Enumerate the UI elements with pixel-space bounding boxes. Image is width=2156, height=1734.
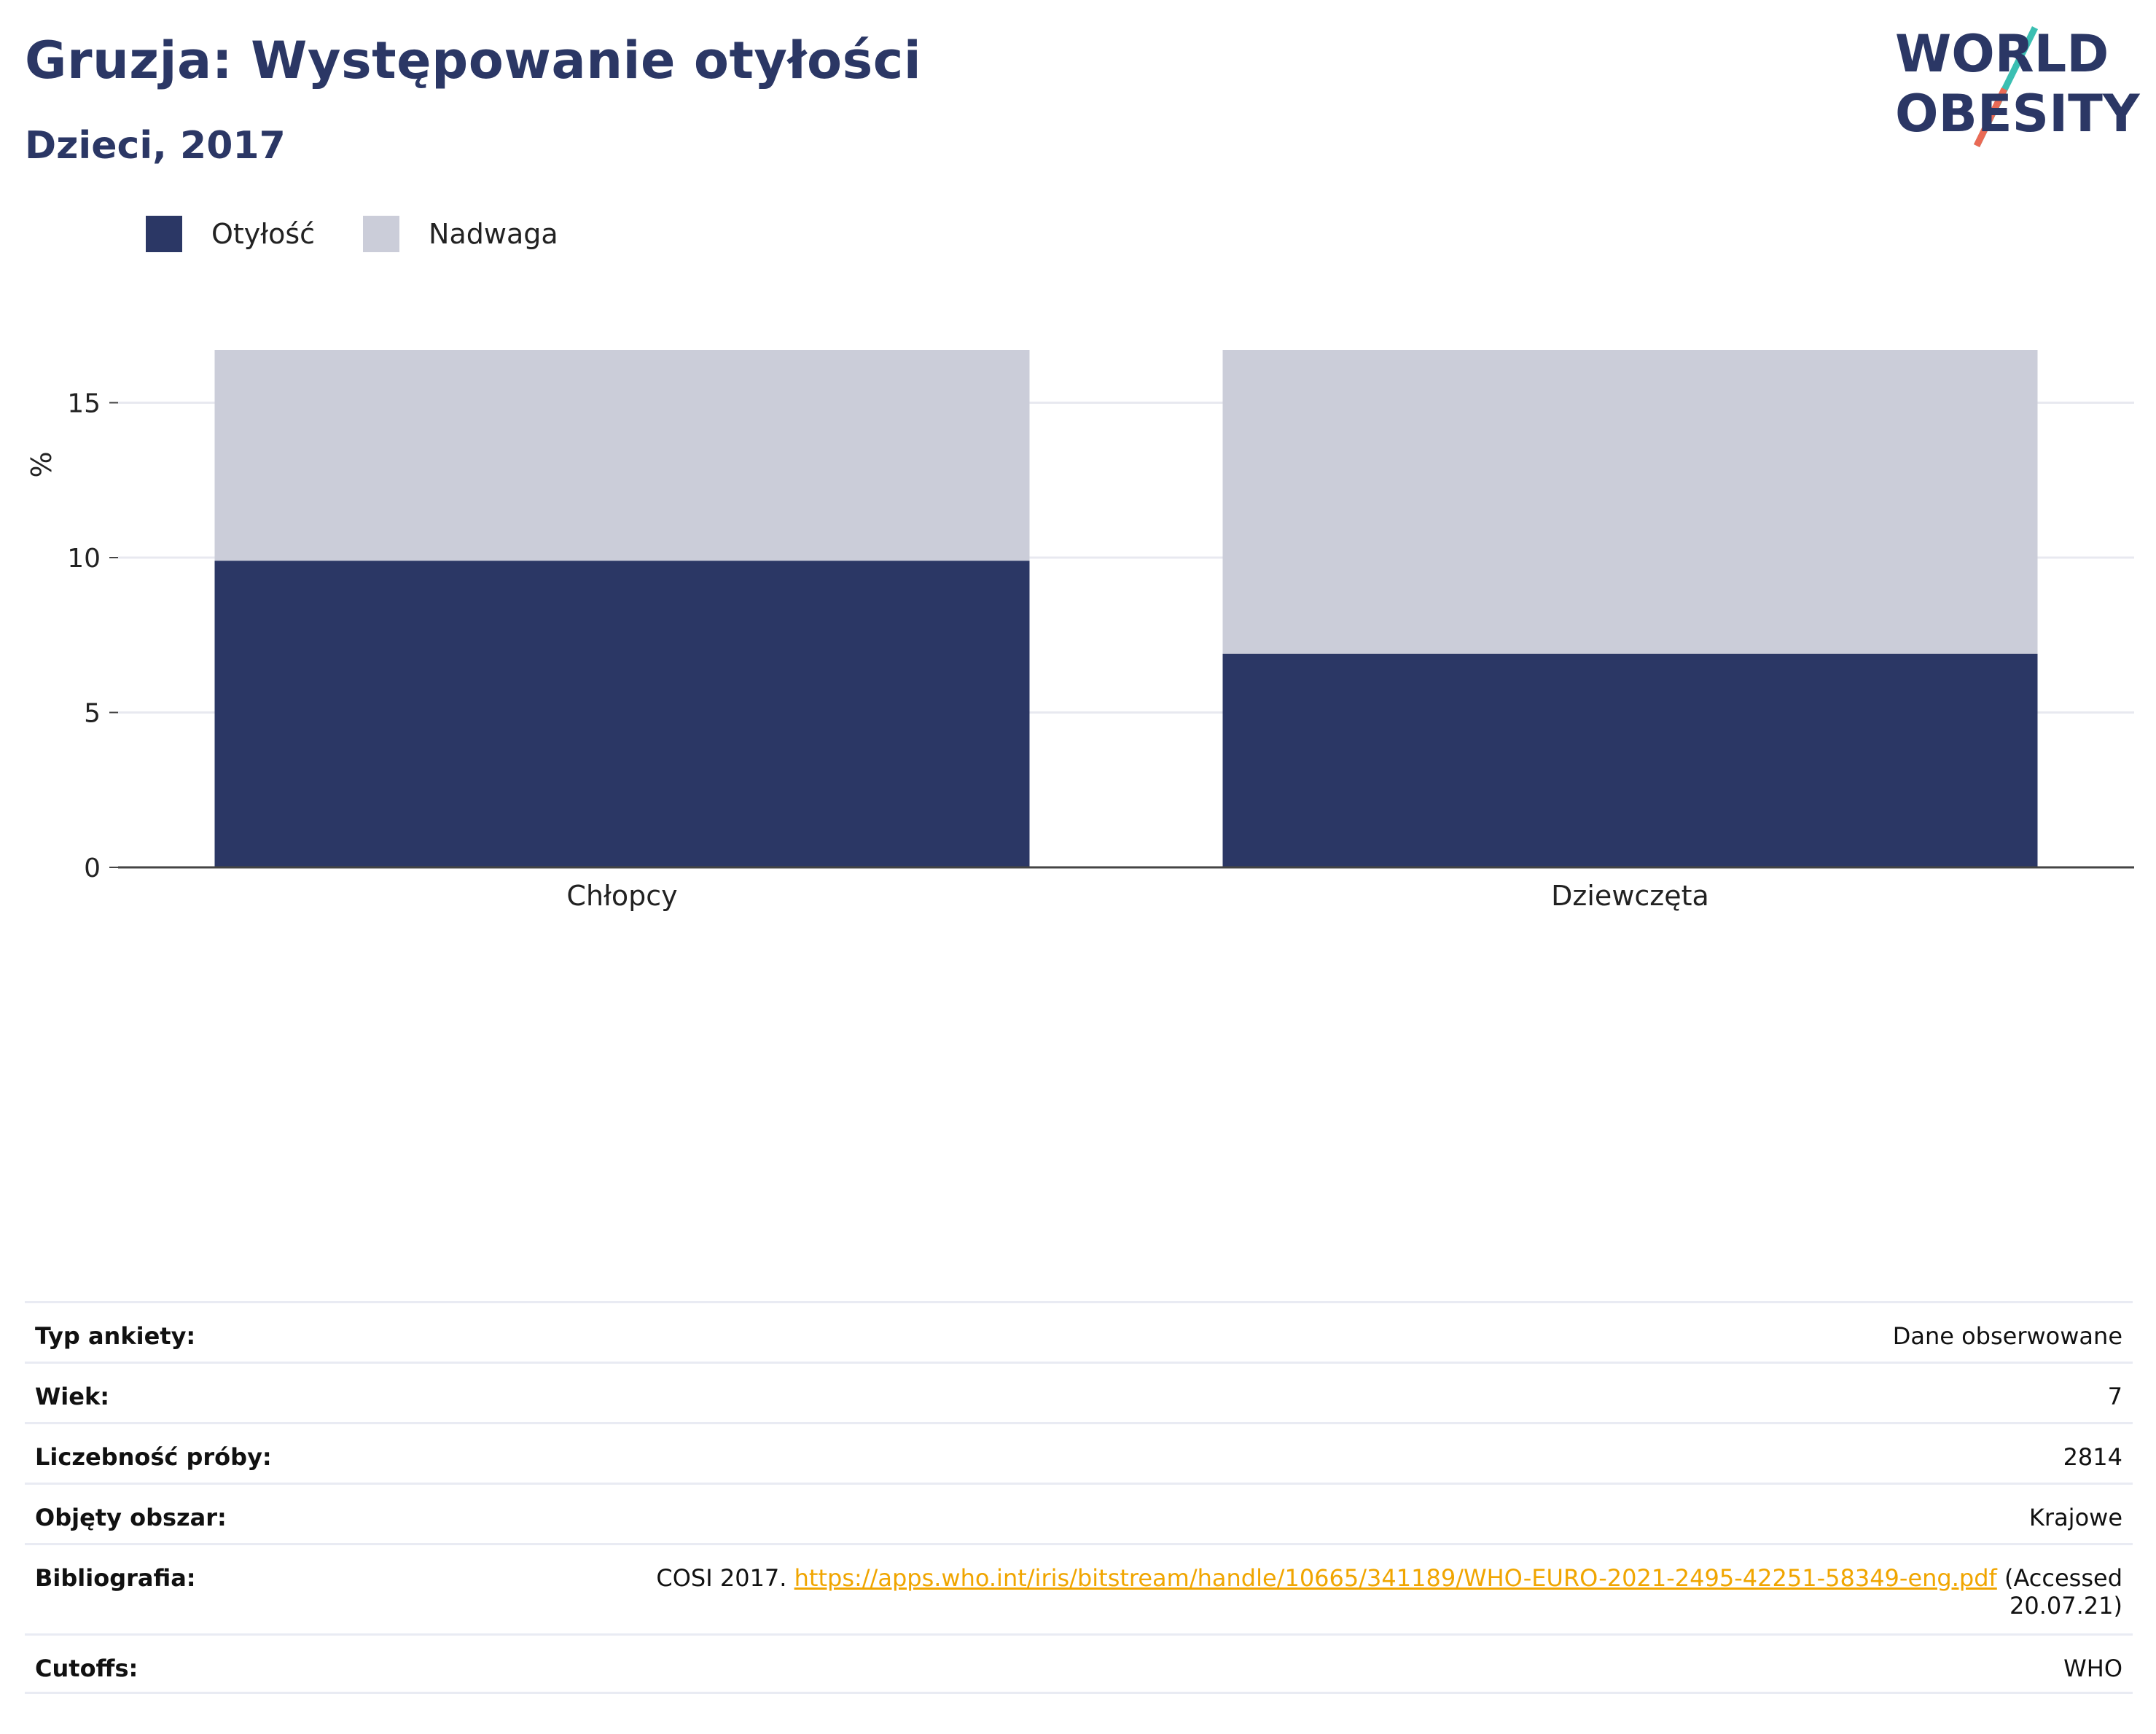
meta-row-bibliography: Bibliografia: COSI 2017. https://apps.wh… (25, 1543, 2133, 1633)
bibliography-value: COSI 2017. https://apps.who.int/iris/bit… (656, 1564, 2122, 1620)
logo-text-obesity: OBESITY (1895, 84, 2141, 144)
bar-overweight-0 (214, 350, 1030, 561)
legend-label-obesity: Otyłość (211, 218, 316, 250)
meta-label: Typ ankiety: (35, 1322, 196, 1350)
bar-overweight-1 (1222, 350, 2038, 654)
legend-item-obesity[interactable]: Otyłość (146, 216, 315, 252)
y-tick-label: 5 (84, 699, 101, 729)
meta-label: Cutoffs: (35, 1655, 138, 1682)
meta-value: Krajowe (2028, 1504, 2122, 1531)
bibliography-accessed-date: 20.07.21) (2009, 1592, 2122, 1620)
y-axis-label: % (26, 451, 58, 477)
meta-row-cutoffs: Cutoffs: WHO (25, 1633, 2133, 1694)
meta-row-sample-size: Liczebność próby: 2814 (25, 1422, 2133, 1483)
meta-value: 7 (2107, 1383, 2122, 1410)
bibliography-link[interactable]: https://apps.who.int/iris/bitstream/hand… (794, 1564, 1997, 1592)
legend-swatch-overweight (363, 216, 400, 252)
y-tick-label: 0 (84, 854, 101, 883)
logo-text-world: WORLD (1895, 24, 2109, 84)
y-tick-label: 10 (67, 544, 101, 574)
meta-label: Liczebność próby: (35, 1443, 272, 1471)
meta-row-survey-type: Typ ankiety: Dane obserwowane (25, 1301, 2133, 1362)
meta-value: Dane obserwowane (1892, 1322, 2122, 1350)
meta-value: WHO (2063, 1655, 2122, 1682)
legend-label-overweight: Nadwaga (429, 218, 558, 250)
meta-row-area: Objęty obszar: Krajowe (25, 1483, 2133, 1543)
bibliography-prefix: COSI 2017. (656, 1564, 794, 1592)
chart-legend: Otyłość Nadwaga (146, 216, 606, 252)
bar-obesity-0 (214, 561, 1030, 867)
y-tick-label: 15 (67, 389, 101, 419)
x-tick-label: Chłopcy (566, 880, 677, 912)
legend-swatch-obesity (146, 216, 182, 252)
bar-obesity-1 (1222, 653, 2038, 867)
bibliography-accessed: (Accessed (1996, 1564, 2122, 1592)
meta-label: Wiek: (35, 1383, 110, 1410)
meta-label: Bibliografia: (35, 1564, 196, 1592)
page-title: Gruzja: Występowanie otyłości (25, 31, 922, 90)
meta-row-age: Wiek: 7 (25, 1362, 2133, 1422)
meta-value: 2814 (2063, 1443, 2122, 1471)
metadata-table: Typ ankiety: Dane obserwowane Wiek: 7 Li… (25, 1301, 2133, 1694)
legend-item-overweight[interactable]: Nadwaga (363, 216, 558, 252)
meta-label: Objęty obszar: (35, 1504, 227, 1531)
page-subtitle: Dzieci, 2017 (25, 124, 286, 168)
x-tick-label: Dziewczęta (1551, 880, 1709, 912)
